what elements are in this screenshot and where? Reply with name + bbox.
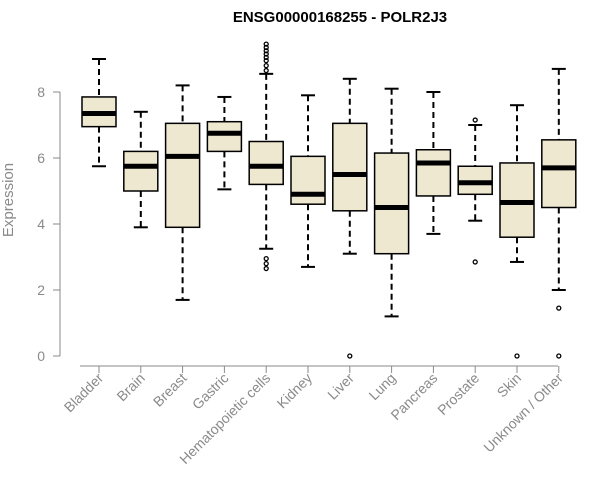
y-axis-ticks: 0 2 4 6 8 <box>37 84 60 364</box>
x-tick-label: Prostate <box>434 370 482 418</box>
box-lung <box>373 87 410 318</box>
iqr-box <box>206 120 243 153</box>
outlier-point <box>263 58 269 64</box>
box-kidney <box>290 94 326 268</box>
outlier-point <box>263 265 269 272</box>
iqr-box <box>373 152 410 255</box>
box-unknown-other <box>541 67 577 359</box>
y-tick-label: 8 <box>37 84 45 100</box>
x-tick-label: Skin <box>494 370 525 401</box>
outlier-point <box>263 67 269 74</box>
iqr-box <box>415 149 452 197</box>
box-pancreas <box>415 91 452 235</box>
outlier-point <box>347 353 353 359</box>
y-tick-label: 6 <box>37 150 45 166</box>
iqr-box <box>164 122 201 229</box>
outlier-point <box>263 255 269 262</box>
x-tick-label: Liver <box>324 370 357 403</box>
iqr-box <box>123 150 159 192</box>
y-axis-label: Expression <box>0 163 17 237</box>
y-tick-label: 4 <box>37 216 45 232</box>
outlier-point <box>263 44 269 51</box>
x-tick-label: Kidney <box>274 370 316 412</box>
outlier-point <box>263 54 269 60</box>
outlier-point <box>514 353 520 359</box>
outlier-point <box>263 62 269 69</box>
x-tick-label: Bladder <box>61 370 107 416</box>
outlier-point <box>472 117 478 123</box>
box-gastric <box>206 95 243 191</box>
y-tick-label: 0 <box>37 348 45 364</box>
outlier-point <box>263 48 269 54</box>
boxes-group <box>81 41 577 359</box>
x-tick-label: Brain <box>113 370 147 404</box>
outlier-point <box>472 259 478 265</box>
outlier-point <box>556 305 562 311</box>
iqr-box <box>332 122 368 212</box>
box-bladder <box>81 58 117 168</box>
box-liver <box>332 77 368 359</box>
iqr-box <box>290 155 326 205</box>
outlier-point <box>263 260 269 267</box>
x-tick-label: Breast <box>150 370 190 410</box>
box-skin <box>499 104 535 359</box>
chart-title: ENSG00000168255 - POLR2J3 <box>233 9 447 26</box>
outlier-point <box>263 41 269 47</box>
outlier-point <box>556 353 562 359</box>
iqr-box <box>541 139 577 209</box>
box-prostate <box>457 117 493 265</box>
box-hematopoietic-cells <box>248 41 284 272</box>
box-breast <box>164 84 201 301</box>
y-tick-label: 2 <box>37 282 45 298</box>
iqr-box <box>248 140 284 186</box>
x-tick-label: Lung <box>365 370 398 403</box>
x-tick-label: Unknown / Other <box>480 370 566 456</box>
box-brain <box>123 110 159 229</box>
outlier-point <box>263 51 269 57</box>
